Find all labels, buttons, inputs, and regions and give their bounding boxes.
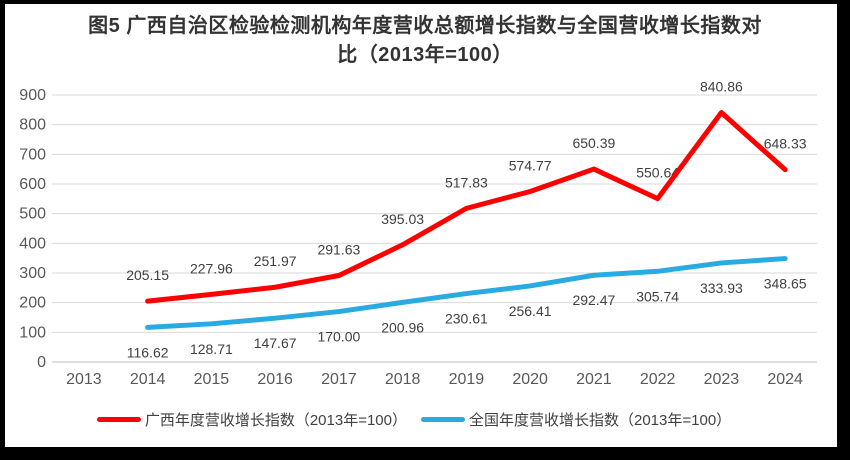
y-axis-tick-label: 400 [19,235,46,252]
data-label-guangxi: 251.97 [254,253,297,269]
data-label-national: 200.96 [381,319,424,335]
x-axis-tick-label: 2019 [449,371,485,388]
y-axis-tick-label: 700 [19,146,46,163]
x-axis-tick-label: 2022 [640,371,676,388]
legend-item-national: 全国年度营收增长指数（2013年=100） [421,409,731,430]
legend-item-guangxi: 广西年度营收增长指数（2013年=100） [96,409,407,430]
data-label-national: 305.74 [636,288,679,304]
y-axis-tick-label: 500 [19,206,46,223]
data-label-national: 348.65 [764,276,807,292]
chart-title-line1: 图5 广西自治区检验检测机构年度营收总额增长指数与全国营收增长指数对 [88,15,762,37]
legend-swatch-guangxi-line [96,416,141,422]
x-axis-tick-label: 2021 [576,371,612,388]
data-label-national: 230.61 [445,311,488,327]
y-axis-tick-label: 600 [19,176,46,193]
y-axis-tick-label: 900 [19,87,46,104]
series-line-national [145,256,788,330]
x-axis-tick-label: 2020 [512,371,548,388]
data-label-national: 128.71 [190,341,233,357]
legend-swatch-national-line [421,416,465,422]
data-label-national: 147.67 [254,335,297,351]
y-axis-tick-label: 200 [19,295,46,312]
data-label-guangxi: 648.33 [764,136,807,152]
x-axis-tick-label: 2016 [257,371,293,388]
data-label-guangxi: 550.64 [636,165,679,181]
x-axis-tick-label: 2024 [767,371,803,388]
y-axis-tick-label: 300 [19,265,46,282]
data-label-guangxi: 574.77 [509,157,552,173]
x-axis-tick-label: 2014 [130,371,166,388]
data-label-guangxi: 205.15 [126,267,169,283]
y-axis-tick-label: 0 [37,354,46,371]
data-label-national: 292.47 [572,292,615,308]
data-label-guangxi: 227.96 [190,260,233,276]
data-label-guangxi: 650.39 [572,135,615,151]
x-axis-tick-label: 2013 [66,371,102,388]
series-line-guangxi [145,110,788,304]
data-label-national: 116.62 [127,344,169,360]
x-axis-tick-label: 2015 [194,371,230,388]
data-label-national: 333.93 [700,280,743,296]
data-label-national: 170.00 [317,329,360,345]
data-label-guangxi: 517.83 [445,174,488,190]
legend-label-national: 全国年度营收增长指数（2013年=100） [469,411,732,429]
chart-title: 图5 广西自治区检验检测机构年度营收总额增长指数与全国营收增长指数对 比（201… [85,12,765,70]
chart-legend: 广西年度营收增长指数（2013年=100） 全国年度营收增长指数（2013年=1… [0,406,850,432]
data-label-guangxi: 395.03 [381,211,424,227]
data-label-national: 256.41 [509,303,552,319]
chart-title-line2: 比（2013年=100） [337,44,513,66]
x-axis-tick-label: 2017 [321,371,357,388]
legend-label-guangxi: 广西年度营收增长指数（2013年=100） [144,411,407,429]
x-axis-tick-label: 2018 [385,371,421,388]
y-axis-tick-label: 800 [19,117,46,134]
data-label-guangxi: 840.86 [700,79,743,95]
data-label-guangxi: 291.63 [317,241,360,257]
y-axis-tick-label: 100 [19,324,46,341]
x-axis-tick-label: 2023 [704,371,740,388]
